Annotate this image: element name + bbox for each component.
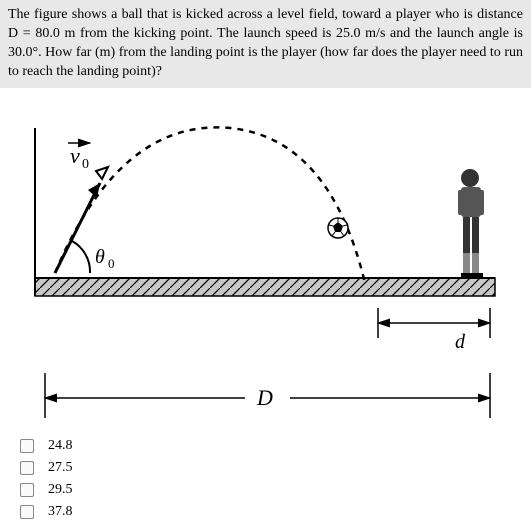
player-icon	[458, 169, 484, 279]
checkbox-icon[interactable]	[20, 439, 34, 453]
answer-option[interactable]: 29.5	[20, 482, 531, 498]
answer-option[interactable]: 37.8	[20, 504, 531, 520]
theta-label: θ	[95, 246, 105, 268]
checkbox-icon[interactable]	[20, 461, 34, 475]
d-label: d	[455, 331, 466, 353]
theta-arc	[72, 241, 90, 273]
soccer-ball	[328, 218, 348, 238]
answer-option[interactable]: 24.8	[20, 438, 531, 454]
answer-label: 27.5	[48, 460, 73, 476]
figure-svg: v 0 θ 0	[0, 108, 531, 428]
v0-sub: 0	[82, 157, 89, 172]
ground	[35, 278, 495, 296]
answer-option[interactable]: 27.5	[20, 460, 531, 476]
answer-label: 37.8	[48, 504, 73, 520]
D-label: D	[256, 385, 273, 410]
problem-statement: The figure shows a ball that is kicked a…	[0, 0, 531, 88]
v0-vector	[55, 183, 100, 273]
physics-figure: v 0 θ 0	[0, 108, 531, 428]
answer-label: 29.5	[48, 482, 73, 498]
checkbox-icon[interactable]	[20, 505, 34, 519]
v0-arrowhead-outline	[96, 167, 108, 179]
theta-sub: 0	[108, 256, 115, 271]
answer-label: 24.8	[48, 438, 73, 454]
v0-label: v	[70, 143, 80, 168]
checkbox-icon[interactable]	[20, 483, 34, 497]
problem-text-content: The figure shows a ball that is kicked a…	[8, 7, 523, 79]
answer-options: 24.8 27.5 29.5 37.8	[0, 438, 531, 520]
